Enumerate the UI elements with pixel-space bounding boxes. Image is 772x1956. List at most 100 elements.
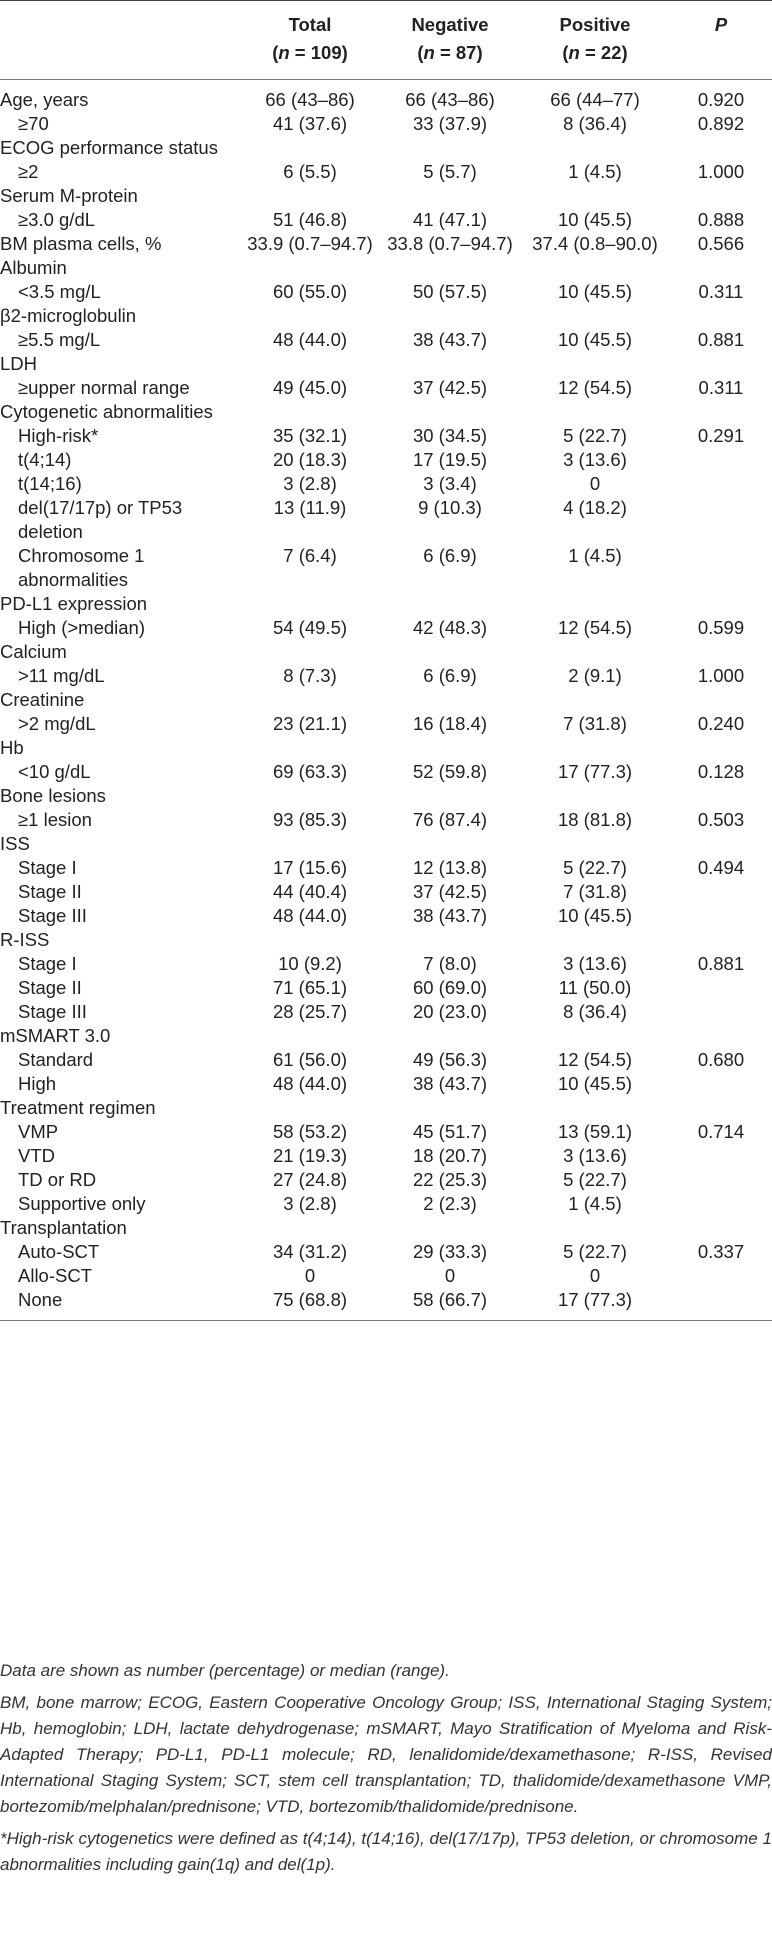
cell-p-value: 0.881: [697, 328, 745, 350]
cell-negative: [380, 184, 520, 208]
row-label: Albumin: [0, 256, 67, 278]
table-row: t(14;16) 3 (2.8) 3 (3.4) 0: [0, 472, 772, 496]
footnote-high-risk: *High-risk cytogenetics were defined as …: [0, 1829, 772, 1874]
row-label: ≥upper normal range: [18, 376, 190, 398]
cell-p-value: [670, 976, 772, 1000]
cell-positive: 18 (81.8): [557, 808, 633, 830]
row-label: Chromosome 1 abnormalities: [18, 544, 145, 590]
row-label: del(17/17p) or TP53 deletion: [18, 496, 183, 542]
row-label: ≥70: [18, 112, 49, 134]
cell-total: [240, 736, 380, 760]
cell-negative: 2 (2.3): [423, 1192, 477, 1214]
cell-positive: 13 (59.1): [557, 1120, 633, 1142]
row-label: High: [18, 1072, 57, 1094]
cell-total: 48 (44.0): [272, 904, 348, 926]
row-label: None: [0, 1287, 240, 1321]
header-negative: Negative (n = 87): [380, 1, 520, 79]
table-row: ≥upper normal range 49 (45.0) 37 (42.5) 12 …: [0, 376, 772, 400]
cell-positive: [520, 688, 670, 712]
table-row: mSMART 3.0: [0, 1024, 772, 1048]
cell-positive: [520, 1216, 670, 1240]
cell-positive: 5 (22.7): [563, 1240, 627, 1262]
table-row: Bone lesions: [0, 784, 772, 808]
cell-negative: 41 (47.1): [412, 208, 488, 230]
cell-positive: 3 (13.6): [563, 952, 627, 974]
cell-total: 58 (53.2): [272, 1120, 348, 1142]
row-label: <3.5 mg/L: [18, 280, 101, 302]
cell-total: 8 (7.3): [283, 664, 337, 686]
cell-total: 49 (45.0): [272, 376, 348, 398]
row-label: Auto-SCT: [18, 1240, 100, 1262]
cell-p-value: 0.337: [697, 1240, 745, 1262]
cell-p-value: 0.311: [698, 280, 744, 302]
cell-total: [240, 1216, 380, 1240]
cell-p-value: 0.566: [697, 232, 745, 254]
table-row: Age, years 66 (43–86) 66 (43–86) 66 (44–77)…: [0, 79, 772, 112]
cell-negative: 12 (13.8): [412, 856, 488, 878]
row-label: Stage III: [18, 1000, 87, 1022]
cell-positive: 7 (31.8): [563, 712, 627, 734]
table-row: None 75 (68.8) 58 (66.7) 17 (77.3): [0, 1287, 772, 1321]
row-label: ≥3.0 g/dL: [18, 208, 96, 230]
cell-total: 75 (68.8): [240, 1287, 380, 1321]
cell-total: [240, 136, 380, 160]
table-row: ≥2 6 (5.5) 5 (5.7) 1 (4.5) 1.000: [0, 160, 772, 184]
cell-p-value: [670, 256, 772, 280]
cell-positive: 12 (54.5): [557, 376, 633, 398]
cell-p-value: [670, 1024, 772, 1048]
cell-p-value: [670, 400, 772, 424]
table-footnotes: Data are shown as number (percentage) or…: [0, 1658, 772, 1880]
cell-negative: 52 (59.8): [412, 760, 488, 782]
cell-p-value: [670, 832, 772, 856]
cell-p-value: [670, 592, 772, 616]
table-row: <10 g/dL 69 (63.3) 52 (59.8) 17 (77.3) 0.128: [0, 760, 772, 784]
table-row: t(4;14) 20 (18.3) 17 (19.5) 3 (13.6): [0, 448, 772, 472]
cell-positive: 12 (54.5): [557, 616, 633, 638]
cell-p-value: [670, 496, 772, 544]
top-rule: [0, 0, 772, 1]
table-row: Stage II 71 (65.1) 60 (69.0) 11 (50.0): [0, 976, 772, 1000]
table-row: R-ISS: [0, 928, 772, 952]
row-label: ECOG performance status: [0, 136, 218, 158]
cell-p-value: [670, 184, 772, 208]
table-row: del(17/17p) or TP53 deletion 13 (11.9) 9 (…: [0, 496, 772, 544]
row-label: Supportive only: [18, 1192, 146, 1214]
cell-total: [240, 1096, 380, 1120]
table-row: Stage II 44 (40.4) 37 (42.5) 7 (31.8): [0, 880, 772, 904]
cell-negative: 9 (10.3): [418, 496, 482, 518]
table-row: High-risk* 35 (32.1) 30 (34.5) 5 (22.7) 0.29…: [0, 424, 772, 448]
table-row: Hb: [0, 736, 772, 760]
table-row: Cytogenetic abnormalities: [0, 400, 772, 424]
row-label: >11 mg/dL: [18, 664, 105, 686]
table-row: Treatment regimen: [0, 1096, 772, 1120]
cell-negative: [380, 784, 520, 808]
table-row: High (>median) 54 (49.5) 42 (48.3) 12 (54.5…: [0, 616, 772, 640]
row-label: Standard: [18, 1048, 94, 1070]
cell-positive: 5 (22.7): [563, 424, 627, 446]
cell-negative: [380, 688, 520, 712]
cell-positive: 5 (22.7): [563, 1168, 627, 1190]
cell-p-value: 0.240: [697, 712, 745, 734]
cell-total: [240, 304, 380, 328]
cell-total: 6 (5.5): [283, 160, 337, 182]
cell-negative: [380, 1024, 520, 1048]
cell-p-value: 0.714: [697, 1120, 745, 1142]
cell-total: 60 (55.0): [272, 280, 348, 302]
row-label: t(14;16): [18, 472, 82, 494]
row-label: High (>median): [18, 616, 145, 638]
cell-negative: [380, 352, 520, 376]
cell-positive: 5 (22.7): [563, 856, 627, 878]
table-row: LDH: [0, 352, 772, 376]
cell-p-value: [670, 472, 772, 496]
table-row: ≥3.0 g/dL 51 (46.8) 41 (47.1) 10 (45.5) 0.88…: [0, 208, 772, 232]
cell-total: [240, 640, 380, 664]
cell-positive: 17 (77.3): [557, 760, 633, 782]
cell-positive: [520, 1024, 670, 1048]
cell-total: [240, 928, 380, 952]
cell-positive: 1 (4.5): [568, 544, 622, 566]
row-label: Stage I: [18, 856, 77, 878]
cell-positive: 4 (18.2): [563, 496, 627, 518]
row-label: VTD: [18, 1144, 55, 1166]
table-row: Standard 61 (56.0) 49 (56.3) 12 (54.5) 0.680: [0, 1048, 772, 1072]
